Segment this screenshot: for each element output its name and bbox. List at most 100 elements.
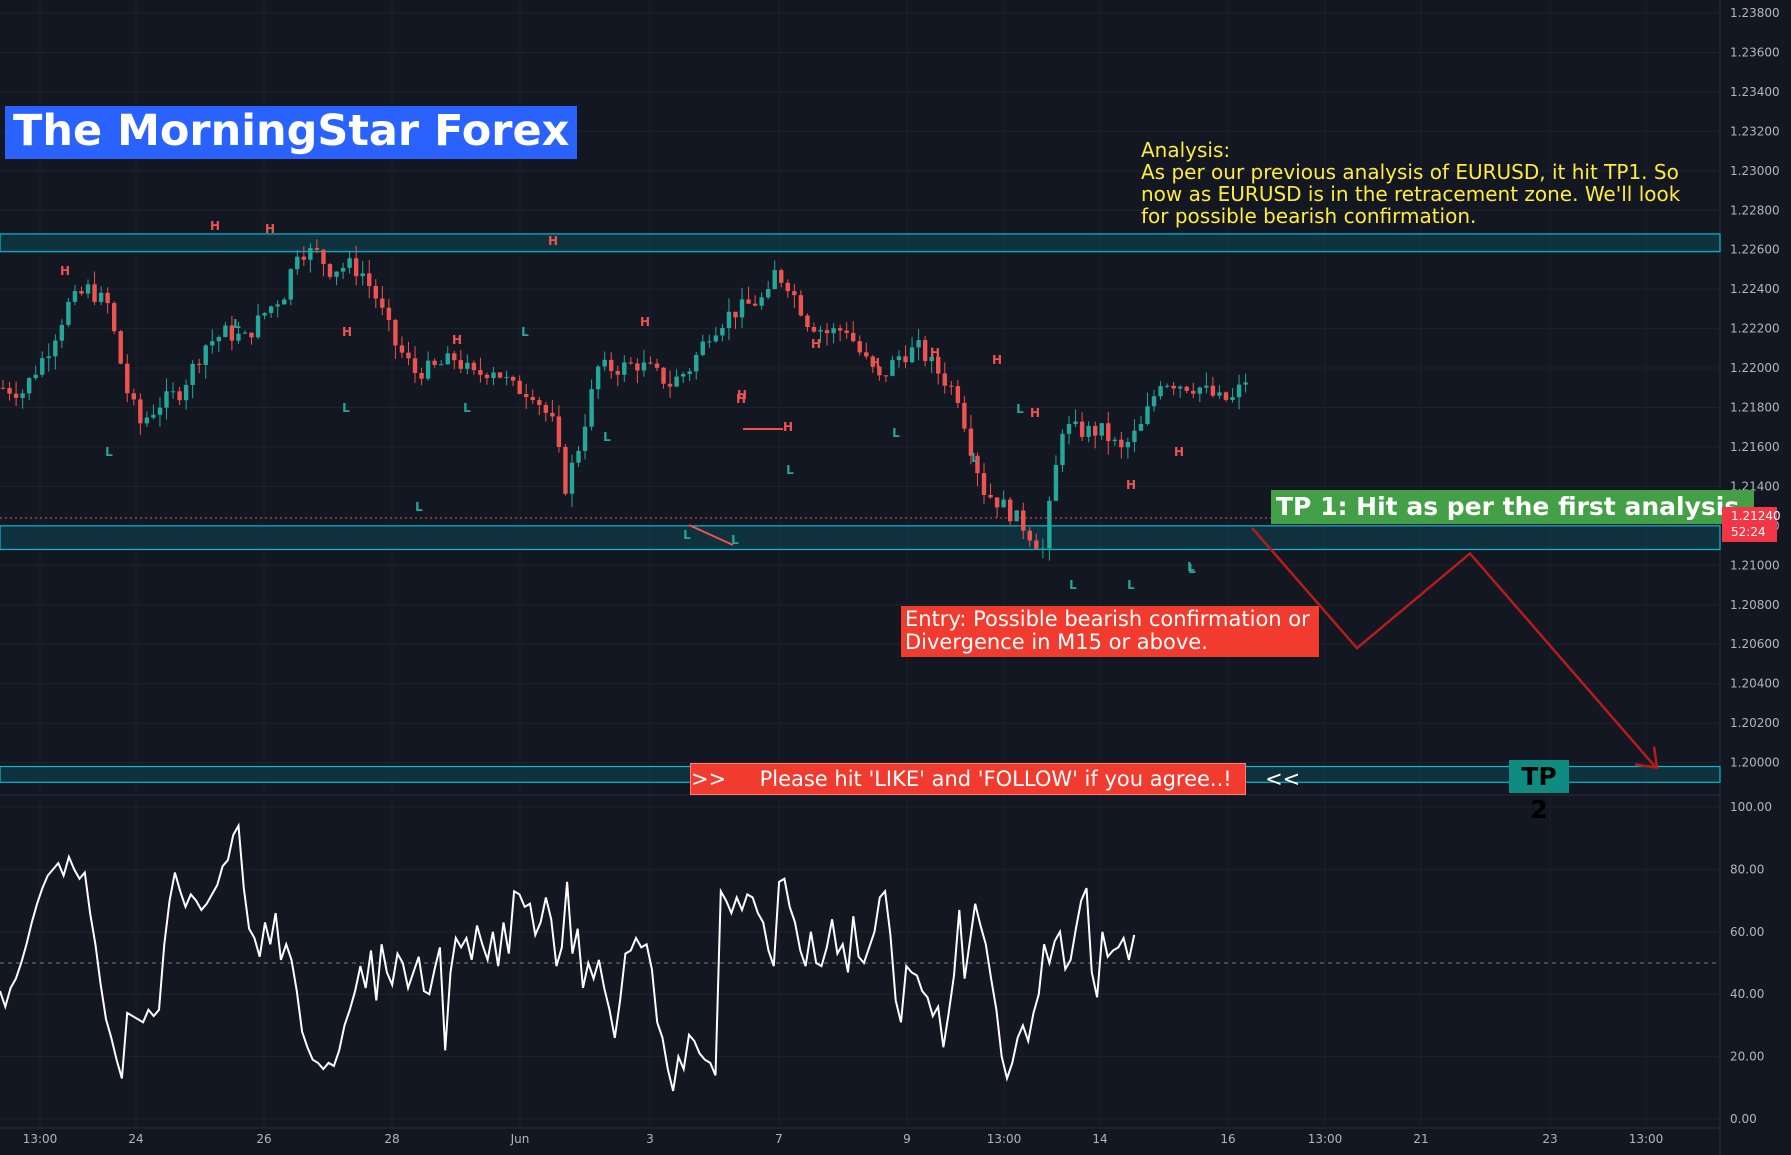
candle-body <box>975 455 980 474</box>
candle-body <box>1138 423 1144 431</box>
candle-body <box>1151 396 1157 407</box>
time-tick-label: Jun <box>510 1132 530 1146</box>
time-tick-label: 28 <box>384 1132 399 1146</box>
swing-low-label: L <box>1016 402 1024 416</box>
candle-body <box>994 497 1000 508</box>
oscillator-line <box>0 822 1136 1092</box>
swing-low-label: L <box>1187 560 1195 574</box>
price-tick-label: 1.22600 <box>1730 243 1780 257</box>
candle-body <box>851 332 856 342</box>
tp2-label: TP 2 <box>1509 760 1569 824</box>
candle-body <box>386 307 392 320</box>
candle-body <box>210 341 215 346</box>
swing-high-label: H <box>737 388 747 402</box>
candle-body <box>0 387 6 389</box>
swing-high-label: H <box>1174 445 1184 459</box>
candle-body <box>837 328 843 331</box>
candle-body <box>726 311 732 329</box>
time-tick-label: 24 <box>128 1132 143 1146</box>
candle-body <box>1086 425 1091 437</box>
candle-body <box>582 426 588 451</box>
candle-body <box>818 330 823 332</box>
price-tick-label: 1.21600 <box>1730 440 1780 454</box>
analysis-text: As per our previous analysis of EURUSD, … <box>1141 160 1681 228</box>
candle-body <box>517 380 522 395</box>
swing-low-label: L <box>1188 562 1196 576</box>
candle-body <box>380 298 385 308</box>
candle-body <box>1112 439 1117 442</box>
swing-high-label: H <box>210 219 220 233</box>
swing-low-label: L <box>342 401 350 415</box>
swing-low-label: L <box>786 463 794 477</box>
candle-body <box>1007 499 1013 522</box>
osc-tick-label: 40.00 <box>1730 987 1764 1001</box>
candle-body <box>615 370 620 375</box>
candle-body <box>85 284 91 294</box>
candle-body <box>733 311 738 318</box>
price-tick-label: 1.20400 <box>1730 677 1780 691</box>
candle-body <box>1217 392 1222 396</box>
candle-body <box>694 354 699 372</box>
candle-body <box>654 363 660 368</box>
candle-body <box>746 299 751 304</box>
candle-body <box>537 400 542 405</box>
candle-body <box>321 249 326 265</box>
candle-body <box>524 394 529 398</box>
candle-body <box>811 327 817 332</box>
candle-body <box>314 248 320 250</box>
candle-body <box>262 312 267 316</box>
candle-body <box>412 358 418 373</box>
osc-tick-label: 100.00 <box>1730 800 1772 814</box>
candle-body <box>550 412 555 417</box>
candle-body <box>249 332 254 338</box>
candle-body <box>151 414 156 418</box>
osc-tick-label: 20.00 <box>1730 1050 1764 1064</box>
swing-low-label: L <box>233 317 241 331</box>
candle-body <box>203 345 208 365</box>
price-tick-label: 1.22800 <box>1730 203 1780 217</box>
price-axis <box>1720 0 1791 1155</box>
candle-body <box>347 258 352 268</box>
candle-body <box>183 384 189 401</box>
candle-body <box>432 360 437 365</box>
follow-banner: >> Please hit 'LIKE' and 'FOLLOW' if you… <box>690 763 1300 795</box>
candle-body <box>216 337 222 342</box>
candle-body <box>79 291 84 294</box>
candle-body <box>510 376 516 381</box>
price-tick-label: 1.22400 <box>1730 282 1780 296</box>
candle-body <box>26 378 32 394</box>
entry-label: Entry: Possible bearish confirmation or … <box>901 606 1319 657</box>
price-tick-label: 1.20800 <box>1730 598 1780 612</box>
candle-body <box>1066 423 1072 434</box>
candle-body <box>353 258 359 277</box>
candle-body <box>988 494 993 498</box>
candle-body <box>903 356 908 363</box>
candle-body <box>144 417 150 424</box>
time-tick-label: 13:00 <box>1308 1132 1343 1146</box>
candle-body <box>1230 397 1235 400</box>
bar-countdown: 52:24 <box>1731 525 1766 539</box>
time-tick-label: 14 <box>1092 1132 1107 1146</box>
price-tick-label: 1.20200 <box>1730 716 1780 730</box>
candle-body <box>890 360 895 376</box>
candle-body <box>1027 530 1032 541</box>
candle-body <box>406 352 411 359</box>
price-tick-label: 1.21800 <box>1730 401 1780 415</box>
candle-body <box>765 289 771 298</box>
candle-body <box>962 402 967 429</box>
candle-body <box>308 248 313 260</box>
time-tick-label: 13:00 <box>987 1132 1022 1146</box>
candle-body <box>896 356 902 361</box>
candle-body <box>831 328 836 334</box>
swing-low-label: L <box>463 401 471 415</box>
time-tick-label: 9 <box>903 1132 911 1146</box>
candle-body <box>909 347 915 363</box>
candle-body <box>667 383 673 387</box>
candle-body <box>275 304 280 307</box>
candle-body <box>700 341 705 355</box>
candle-body <box>1001 499 1006 508</box>
candle-body <box>785 282 790 292</box>
candle-body <box>530 397 535 401</box>
candle-body <box>471 362 477 371</box>
candle-body <box>295 256 300 270</box>
